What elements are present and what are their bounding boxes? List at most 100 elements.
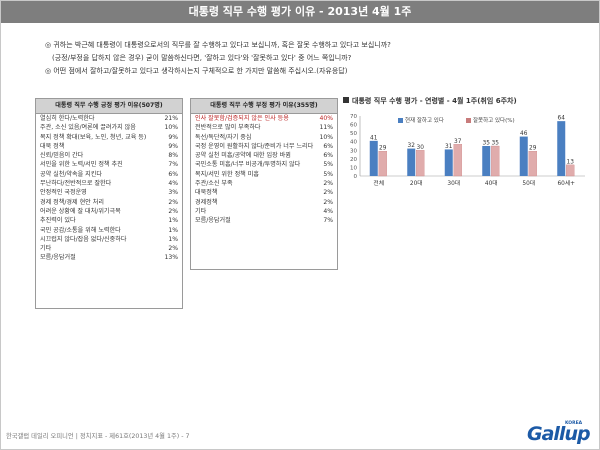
negative-reason-row: 전반적으로 많이 부족하다 11% (191, 123, 337, 132)
reason-label: 어려운 상황에 잘 대처/위기극복 (40, 207, 121, 215)
bar (444, 149, 453, 176)
question-1-sub: (긍정/부정을 답하지 않은 경우) 굳이 말씀하신다면, '잘하고 있다'와 … (52, 54, 352, 62)
reason-label: 기타 (195, 207, 207, 215)
data-label: 13 (567, 159, 575, 165)
bar (378, 150, 387, 177)
negative-table-header: 대통령 직무 수행 부정 평가 이유(355명) (191, 99, 337, 114)
reason-label: 국정 운영이 원활하지 않다/준비가 너무 느리다 (195, 142, 314, 150)
data-label: 64 (558, 116, 566, 122)
data-label: 46 (520, 131, 528, 137)
footer-text: 한국갤럽 데일리 오피니언 | 정치지표 - 제61호(2013년 4월 1주)… (6, 433, 190, 440)
gallup-logo-korea: KOREA (565, 421, 583, 426)
negative-reason-row: 독선/독단적/자기 중심 10% (191, 133, 337, 142)
reason-value: 21% (164, 115, 178, 122)
data-label: 37 (454, 139, 462, 145)
positive-reason-row: 시끄럽지 않다/잡음 없다/신중하다 1% (36, 235, 182, 244)
reason-value: 11% (319, 124, 333, 132)
positive-reason-row: 복지 정책 확대(보육, 노인, 청년, 교육 등) 9% (36, 133, 182, 142)
reason-value: 10% (319, 133, 333, 141)
positive-reason-row: 기타 2% (36, 244, 182, 253)
reason-value: 4% (168, 180, 178, 188)
negative-reason-row: 대북정책 2% (191, 188, 337, 197)
legend-swatch (398, 118, 403, 123)
legend-label: 현재 잘하고 있다 (405, 116, 444, 124)
reason-value: 4% (323, 207, 333, 215)
reason-label: 독선/독단적/자기 중심 (195, 133, 252, 141)
reason-label: 인사 잘못함/검증되지 않은 인사 등용 (195, 115, 289, 122)
reason-value: 2% (323, 189, 333, 197)
positive-reason-row: 국민 공감/소통을 위해 노력한다 1% (36, 226, 182, 235)
reason-value: 2% (323, 198, 333, 206)
reason-value: 2% (323, 180, 333, 188)
chart-title: 대통령 직무 수행 평가 - 연령별 - 4월 1주(취임 6주차) (343, 96, 517, 106)
data-label: 35 (492, 141, 500, 147)
negative-reason-row: 모름/응답거절 7% (191, 216, 337, 225)
negative-reason-row: 복지/서민 위한 정책 미흡 5% (191, 170, 337, 179)
bar (519, 136, 528, 176)
negative-reason-row: 국정 운영이 원활하지 않다/준비가 너무 느리다 6% (191, 142, 337, 151)
reason-label: 공약 실천/약속을 지킨다 (40, 170, 102, 178)
x-tick-label: 60세+ (557, 179, 575, 187)
reason-label: 신뢰/믿음이 간다 (40, 152, 84, 160)
bar (482, 146, 491, 176)
negative-reason-row: 기타 4% (191, 207, 337, 216)
y-tick-label: 30 (350, 148, 357, 154)
reason-label: 복지 정책 확대(보육, 노인, 청년, 교육 등) (40, 133, 147, 141)
positive-reason-row: 모름/응답거절 13% (36, 253, 182, 262)
reason-value: 2% (168, 198, 178, 206)
data-label: 32 (408, 143, 416, 149)
page-title: 대통령 직무 수행 평가 이유 - 2013년 4월 1주 (1, 1, 599, 23)
reason-label: 시끄럽지 않다/잡음 없다/신중하다 (40, 235, 127, 243)
reason-value: 6% (323, 142, 333, 150)
reason-label: 추진력이 있다 (40, 217, 76, 225)
reason-value: 40% (319, 115, 333, 122)
reason-label: 복지/서민 위한 정책 미흡 (195, 170, 259, 178)
reason-label: 주관/소신 부족 (195, 180, 233, 188)
reason-value: 8% (168, 152, 178, 160)
reason-value: 13% (164, 254, 178, 262)
reason-value: 9% (168, 142, 178, 150)
question-1: ◎ 귀하는 박근혜 대통령이 대통령으로서의 직무를 잘 수행하고 있다고 보십… (45, 41, 391, 49)
bar (369, 140, 378, 176)
y-tick-label: 10 (350, 165, 357, 171)
legend-label: 잘못하고 있다(%) (473, 116, 515, 124)
positive-table-header: 대통령 직무 수행 긍정 평가 이유(507명) (36, 99, 182, 114)
bar (557, 121, 566, 176)
x-tick-label: 40대 (485, 179, 498, 187)
reason-label: 국민소통 미흡/너무 비공개/투명하지 않다 (195, 161, 301, 169)
negative-reasons-table: 대통령 직무 수행 부정 평가 이유(355명) 인사 잘못함/검증되지 않은 … (190, 98, 338, 270)
positive-reason-row: 안정적인 국정운영 3% (36, 188, 182, 197)
reason-label: 무난하다/전반적으로 잘한다 (40, 180, 112, 188)
square-bullet-icon (343, 97, 349, 103)
reason-label: 경제정책 (195, 198, 218, 206)
legend-swatch (466, 118, 471, 123)
negative-reason-row: 경제정책 2% (191, 198, 337, 207)
reason-value: 5% (323, 161, 333, 169)
negative-reason-row: 주관/소신 부족 2% (191, 179, 337, 188)
bar (407, 148, 416, 176)
positive-reason-row: 무난하다/전반적으로 잘한다 4% (36, 179, 182, 188)
bar (491, 145, 500, 177)
x-tick-label: 50대 (522, 179, 535, 187)
reason-label: 열심히 한다/노력한다 (40, 115, 95, 122)
question-2: ◎ 어떤 점에서 잘하고/잘못하고 있다고 생각하시는지 구체적으로 한 가지만… (45, 67, 348, 75)
bar (566, 164, 575, 177)
positive-reason-row: 주관, 소신 있음/여론에 끌려가지 않음 10% (36, 123, 182, 132)
positive-reason-row: 공약 실천/약속을 지킨다 6% (36, 170, 182, 179)
x-tick-label: 전체 (373, 179, 384, 187)
reason-label: 공약 실천 미흡/공약에 대한 입장 바뀜 (195, 152, 291, 160)
reason-label: 경제 정책/경제 현안 처리 (40, 198, 104, 206)
reason-label: 주관, 소신 있음/여론에 끌려가지 않음 (40, 124, 136, 132)
reason-value: 1% (168, 235, 178, 243)
positive-reason-row: 경제 정책/경제 현안 처리 2% (36, 198, 182, 207)
reason-value: 1% (168, 226, 178, 234)
data-label: 31 (445, 144, 453, 150)
data-label: 30 (417, 145, 425, 151)
reason-label: 서민을 위한 노력/서민 정책 추진 (40, 161, 123, 169)
reason-label: 전반적으로 많이 부족하다 (195, 124, 261, 132)
reason-value: 1% (168, 217, 178, 225)
positive-reason-row: 대북 정책 9% (36, 142, 182, 151)
reason-value: 6% (323, 152, 333, 160)
reason-label: 안정적인 국정운영 (40, 189, 87, 197)
